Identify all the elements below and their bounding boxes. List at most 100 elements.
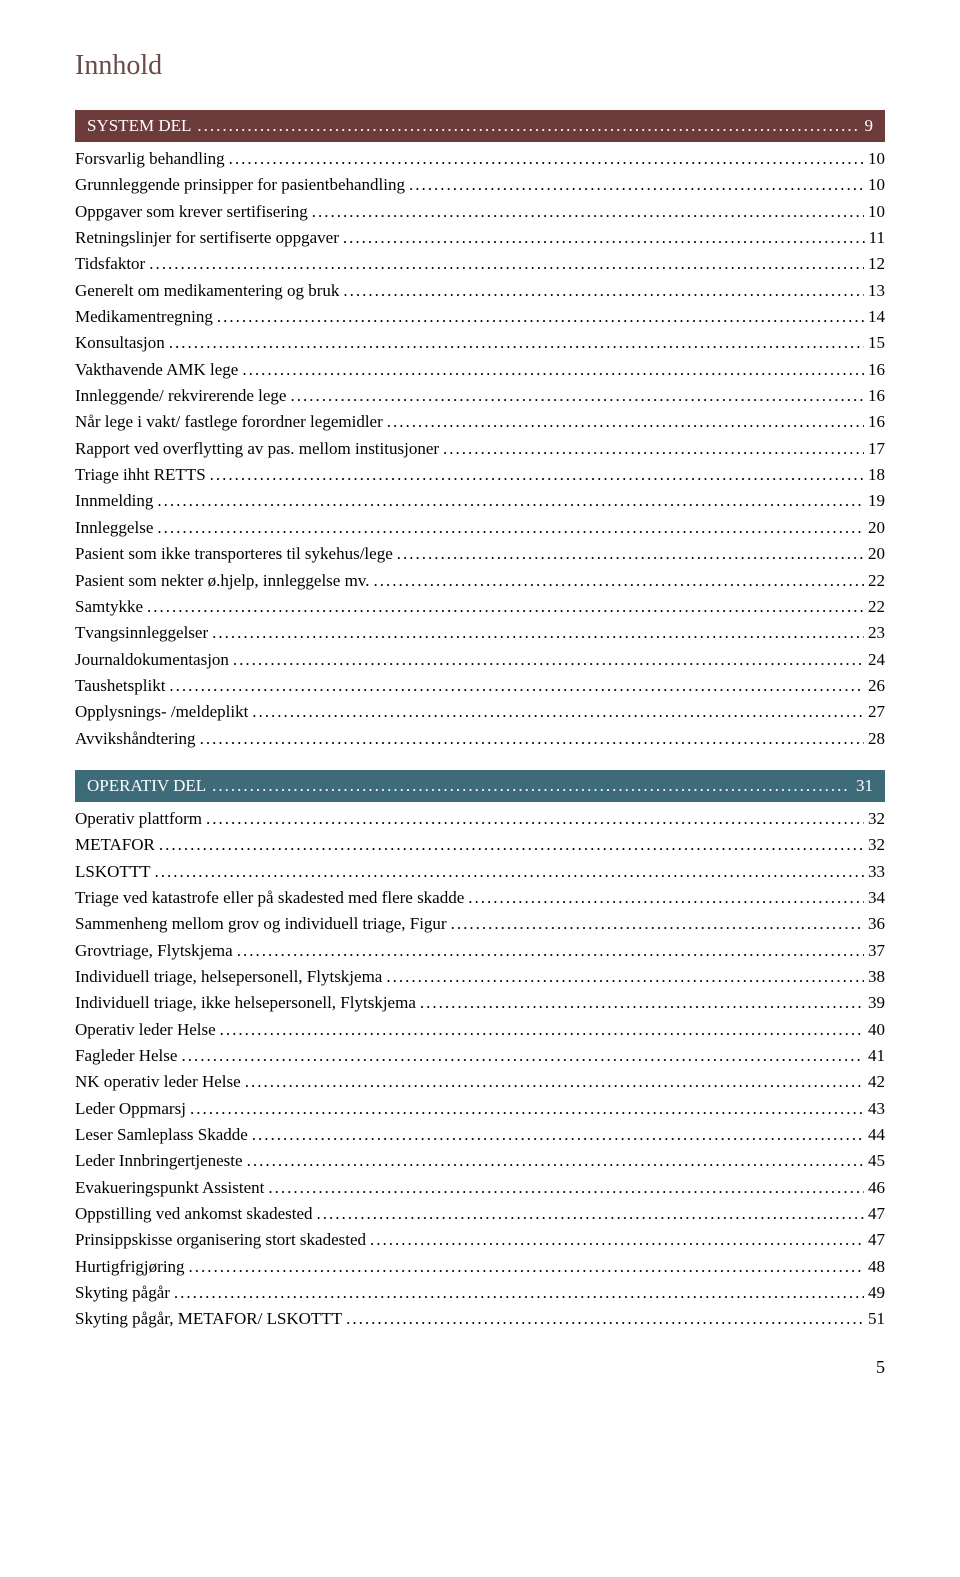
dot-leader: ........................................… xyxy=(370,1227,864,1253)
dot-leader: ........................................… xyxy=(212,776,850,796)
toc-entry-page: 10 xyxy=(868,172,885,198)
toc-entry-label: Avvikshåndtering xyxy=(75,726,196,752)
dot-leader: ........................................… xyxy=(181,1043,864,1069)
toc-entry-page: 11 xyxy=(869,225,885,251)
toc-entry: Samtykke................................… xyxy=(75,594,885,620)
toc-entry-page: 47 xyxy=(868,1201,885,1227)
dot-leader: ........................................… xyxy=(206,806,864,832)
toc-entry: Fagleder Helse..........................… xyxy=(75,1043,885,1069)
dot-leader: ........................................… xyxy=(242,357,864,383)
toc-entry: Leder Oppmarsj..........................… xyxy=(75,1096,885,1122)
toc-entry-page: 23 xyxy=(868,620,885,646)
toc-entry-label: Pasient som nekter ø.hjelp, innleggelse … xyxy=(75,568,369,594)
toc-entry-label: Opplysnings- /meldeplikt xyxy=(75,699,248,725)
dot-leader: ........................................… xyxy=(220,1017,864,1043)
toc-entry-label: Grunnleggende prinsipper for pasientbeha… xyxy=(75,172,405,198)
toc-entry: Innleggelse.............................… xyxy=(75,515,885,541)
dot-leader: ........................................… xyxy=(197,116,858,136)
toc-entry-label: Triage ved katastrofe eller på skadested… xyxy=(75,885,464,911)
toc-entry: Triage ved katastrofe eller på skadested… xyxy=(75,885,885,911)
dot-leader: ........................................… xyxy=(189,1254,864,1280)
toc-entry-label: Skyting pågår, METAFOR/ LSKOTTT xyxy=(75,1306,342,1332)
toc-entry-page: 41 xyxy=(868,1043,885,1069)
toc-entry: Journaldokumentasjon....................… xyxy=(75,647,885,673)
toc-entry-page: 28 xyxy=(868,726,885,752)
toc-entry: Medikamentregning.......................… xyxy=(75,304,885,330)
toc-entry-page: 47 xyxy=(868,1227,885,1253)
dot-leader: ........................................… xyxy=(155,859,864,885)
dot-leader: ........................................… xyxy=(147,594,864,620)
toc-entry-page: 39 xyxy=(868,990,885,1016)
toc-entry-page: 19 xyxy=(868,488,885,514)
toc-entry-page: 13 xyxy=(868,278,885,304)
toc-entry-page: 49 xyxy=(868,1280,885,1306)
toc-entry-page: 37 xyxy=(868,938,885,964)
toc-entry-label: Sammenheng mellom grov og individuell tr… xyxy=(75,911,447,937)
section-header-system: SYSTEM DEL..............................… xyxy=(75,110,885,142)
dot-leader: ........................................… xyxy=(268,1175,864,1201)
toc-section-operative: OPERATIV DEL............................… xyxy=(75,770,885,1333)
toc-section-system: SYSTEM DEL..............................… xyxy=(75,110,885,752)
dot-leader: ........................................… xyxy=(317,1201,864,1227)
dot-leader: ........................................… xyxy=(174,1280,864,1306)
toc-entry-page: 22 xyxy=(868,568,885,594)
toc-entry-page: 45 xyxy=(868,1148,885,1174)
toc-entry: Pasient som nekter ø.hjelp, innleggelse … xyxy=(75,568,885,594)
toc-entry-label: Skyting pågår xyxy=(75,1280,170,1306)
dot-leader: ........................................… xyxy=(312,199,864,225)
toc-entry: Innmelding..............................… xyxy=(75,488,885,514)
toc-entry-label: Prinsippskisse organisering stort skades… xyxy=(75,1227,366,1253)
toc-entry-label: Fagleder Helse xyxy=(75,1043,177,1069)
toc-entry: Evakueringspunkt Assistent..............… xyxy=(75,1175,885,1201)
section-label: SYSTEM DEL xyxy=(87,116,191,136)
dot-leader: ........................................… xyxy=(169,673,864,699)
dot-leader: ........................................… xyxy=(373,568,864,594)
toc-entry: Skyting pågår, METAFOR/ LSKOTTT.........… xyxy=(75,1306,885,1332)
toc-entry: Tvangsinnleggelser......................… xyxy=(75,620,885,646)
dot-leader: ........................................… xyxy=(252,699,864,725)
toc-entry: Tidsfaktor..............................… xyxy=(75,251,885,277)
section-header-operative: OPERATIV DEL............................… xyxy=(75,770,885,802)
toc-entry-label: Journaldokumentasjon xyxy=(75,647,229,673)
toc-entry-label: Leser Samleplass Skadde xyxy=(75,1122,248,1148)
dot-leader: ........................................… xyxy=(200,726,864,752)
toc-entry-label: Grovtriage, Flytskjema xyxy=(75,938,233,964)
section-label: OPERATIV DEL xyxy=(87,776,206,796)
dot-leader: ........................................… xyxy=(245,1069,864,1095)
dot-leader: ........................................… xyxy=(157,515,864,541)
toc-entry: Leder Innbringertjeneste................… xyxy=(75,1148,885,1174)
toc-entry-label: Forsvarlig behandling xyxy=(75,146,225,172)
toc-entry-page: 42 xyxy=(868,1069,885,1095)
toc-entry-page: 20 xyxy=(868,515,885,541)
toc-entry: Oppgaver som krever sertifisering.......… xyxy=(75,199,885,225)
toc-entry-label: METAFOR xyxy=(75,832,155,858)
toc-entry-label: Når lege i vakt/ fastlege forordner lege… xyxy=(75,409,383,435)
toc-entry: Opplysnings- /meldeplikt................… xyxy=(75,699,885,725)
toc-entry-page: 32 xyxy=(868,806,885,832)
toc-entry-page: 24 xyxy=(868,647,885,673)
toc-entry: Triage ihht RETTS.......................… xyxy=(75,462,885,488)
toc-entry-label: Vakthavende AMK lege xyxy=(75,357,238,383)
toc-entry: LSKOTTT.................................… xyxy=(75,859,885,885)
toc-entry-page: 34 xyxy=(868,885,885,911)
dot-leader: ........................................… xyxy=(290,383,864,409)
toc-entry-label: Operativ plattform xyxy=(75,806,202,832)
toc-entry-label: Hurtigfrigjøring xyxy=(75,1254,185,1280)
dot-leader: ........................................… xyxy=(210,462,864,488)
toc-entry-label: Taushetsplikt xyxy=(75,673,165,699)
toc-entry-page: 16 xyxy=(868,357,885,383)
dot-leader: ........................................… xyxy=(217,304,864,330)
toc-entry-label: Leder Innbringertjeneste xyxy=(75,1148,243,1174)
dot-leader: ........................................… xyxy=(237,938,864,964)
toc-entry-label: Pasient som ikke transporteres til sykeh… xyxy=(75,541,393,567)
page-title: Innhold xyxy=(75,50,885,82)
toc-entry-label: Innmelding xyxy=(75,488,153,514)
toc-entry-page: 14 xyxy=(868,304,885,330)
toc-entry: Avvikshåndtering........................… xyxy=(75,726,885,752)
dot-leader: ........................................… xyxy=(397,541,864,567)
dot-leader: ........................................… xyxy=(420,990,864,1016)
toc-entry: Oppstilling ved ankomst skadested.......… xyxy=(75,1201,885,1227)
section-page: 9 xyxy=(865,116,874,136)
dot-leader: ........................................… xyxy=(157,488,864,514)
toc-entry-label: Tidsfaktor xyxy=(75,251,145,277)
